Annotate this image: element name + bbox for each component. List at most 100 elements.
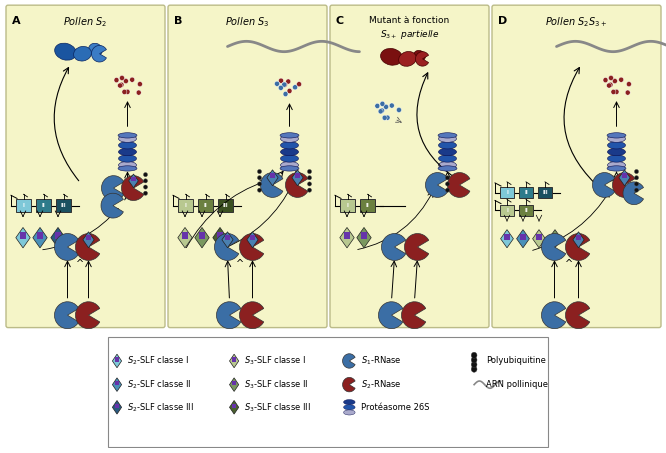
Polygon shape xyxy=(33,227,47,248)
Polygon shape xyxy=(194,227,209,248)
Wedge shape xyxy=(75,302,100,328)
Circle shape xyxy=(396,107,402,112)
Wedge shape xyxy=(214,234,238,260)
Circle shape xyxy=(446,182,450,186)
Text: $S_2$-SLF classe II: $S_2$-SLF classe II xyxy=(127,378,191,391)
Bar xyxy=(115,357,119,361)
Circle shape xyxy=(308,176,312,180)
Circle shape xyxy=(286,79,291,84)
Circle shape xyxy=(472,357,477,363)
Ellipse shape xyxy=(280,133,299,138)
Ellipse shape xyxy=(280,135,298,142)
Circle shape xyxy=(384,104,388,110)
Bar xyxy=(198,199,213,212)
Wedge shape xyxy=(121,176,144,201)
Circle shape xyxy=(119,82,124,87)
Circle shape xyxy=(635,176,639,180)
Polygon shape xyxy=(16,227,30,248)
Bar xyxy=(500,205,514,216)
Ellipse shape xyxy=(280,148,298,155)
Ellipse shape xyxy=(414,50,426,61)
Bar xyxy=(519,205,533,216)
Text: Pollen $S_2$: Pollen $S_2$ xyxy=(63,15,108,29)
Text: B: B xyxy=(174,15,182,25)
Text: II: II xyxy=(41,203,45,208)
Polygon shape xyxy=(517,230,529,248)
Wedge shape xyxy=(613,173,635,198)
Circle shape xyxy=(619,77,623,82)
Text: II: II xyxy=(366,203,370,208)
Wedge shape xyxy=(286,173,308,198)
Circle shape xyxy=(608,82,613,87)
Ellipse shape xyxy=(607,148,625,155)
Text: Protéasome 26S: Protéasome 26S xyxy=(361,403,430,412)
Wedge shape xyxy=(541,234,565,260)
Text: Pollen $S_2S_{3+}$: Pollen $S_2S_{3+}$ xyxy=(545,15,607,29)
Bar xyxy=(217,232,223,239)
Ellipse shape xyxy=(119,135,137,142)
Circle shape xyxy=(380,108,384,113)
Circle shape xyxy=(609,75,613,81)
Circle shape xyxy=(258,182,262,186)
Wedge shape xyxy=(593,173,615,198)
Text: A: A xyxy=(12,15,21,25)
Ellipse shape xyxy=(438,148,456,155)
Text: $S_{3+}$ partielle: $S_{3+}$ partielle xyxy=(380,28,439,41)
Ellipse shape xyxy=(607,162,625,169)
Wedge shape xyxy=(342,377,355,392)
Wedge shape xyxy=(448,173,470,198)
Polygon shape xyxy=(533,230,545,248)
Text: III: III xyxy=(61,203,67,208)
Ellipse shape xyxy=(344,410,355,415)
Text: III: III xyxy=(222,203,228,208)
Circle shape xyxy=(114,77,119,83)
Circle shape xyxy=(446,176,450,180)
Text: $S_2$-SLF classe I: $S_2$-SLF classe I xyxy=(127,355,188,367)
Wedge shape xyxy=(541,302,565,328)
Bar xyxy=(56,199,71,212)
Wedge shape xyxy=(91,45,107,62)
Circle shape xyxy=(380,101,385,106)
Wedge shape xyxy=(623,182,643,205)
Bar xyxy=(218,199,233,212)
Bar xyxy=(504,234,509,240)
Circle shape xyxy=(308,169,312,173)
Text: ^: ^ xyxy=(77,259,85,269)
Bar xyxy=(131,177,136,182)
FancyBboxPatch shape xyxy=(330,5,489,328)
Ellipse shape xyxy=(438,135,456,142)
Bar xyxy=(178,199,193,212)
Bar xyxy=(538,187,552,198)
Wedge shape xyxy=(101,176,124,201)
Wedge shape xyxy=(55,234,79,260)
Wedge shape xyxy=(426,173,448,198)
Circle shape xyxy=(258,176,262,180)
Circle shape xyxy=(137,90,141,95)
Circle shape xyxy=(472,366,477,372)
Ellipse shape xyxy=(119,142,137,149)
Circle shape xyxy=(278,78,284,83)
Text: ^: ^ xyxy=(565,259,573,269)
Text: $S_2$-RNase: $S_2$-RNase xyxy=(361,378,402,391)
Wedge shape xyxy=(378,302,403,328)
Bar xyxy=(232,357,236,361)
Ellipse shape xyxy=(280,142,298,149)
Polygon shape xyxy=(230,378,238,391)
Wedge shape xyxy=(260,173,283,198)
Ellipse shape xyxy=(438,155,456,162)
Ellipse shape xyxy=(438,162,456,169)
Circle shape xyxy=(125,89,130,94)
Text: $S_3$-SLF classe I: $S_3$-SLF classe I xyxy=(244,355,306,367)
Bar xyxy=(520,234,525,240)
Bar xyxy=(519,187,533,198)
Polygon shape xyxy=(129,174,139,188)
Ellipse shape xyxy=(89,43,103,56)
Bar xyxy=(115,381,119,385)
Circle shape xyxy=(258,169,262,173)
Text: I: I xyxy=(184,203,186,208)
Circle shape xyxy=(378,109,383,114)
FancyBboxPatch shape xyxy=(6,5,165,328)
Wedge shape xyxy=(404,234,429,260)
Ellipse shape xyxy=(399,52,416,66)
Bar xyxy=(360,199,375,212)
